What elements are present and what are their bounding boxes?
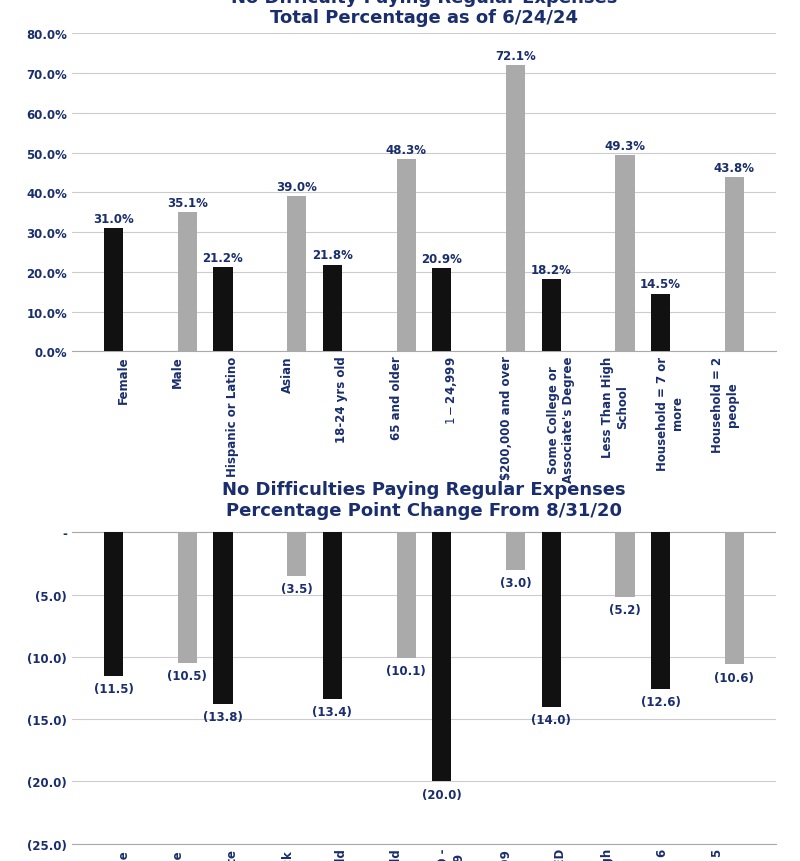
Text: 21.8%: 21.8%	[312, 249, 353, 262]
Text: 72.1%: 72.1%	[495, 50, 536, 63]
Text: (3.5): (3.5)	[281, 582, 313, 596]
Bar	[615, 533, 634, 598]
Text: 35.1%: 35.1%	[167, 196, 208, 209]
Bar	[214, 268, 233, 352]
Bar	[397, 160, 416, 352]
Text: 31.0%: 31.0%	[93, 213, 134, 226]
Text: (13.4): (13.4)	[313, 706, 352, 719]
Bar	[432, 269, 451, 352]
Bar	[615, 156, 634, 352]
Bar	[651, 294, 670, 352]
Bar	[104, 229, 123, 352]
Text: (5.2): (5.2)	[609, 604, 641, 616]
Text: (12.6): (12.6)	[641, 696, 681, 709]
Bar	[506, 65, 525, 352]
Text: 21.2%: 21.2%	[202, 251, 243, 264]
Bar	[542, 280, 561, 352]
Text: (13.8): (13.8)	[203, 710, 243, 723]
Title: No Difficulties Paying Regular Expenses
Percentage Point Change From 8/31/20: No Difficulties Paying Regular Expenses …	[222, 480, 626, 519]
Bar	[432, 533, 451, 782]
Bar	[725, 533, 744, 665]
Text: (10.5): (10.5)	[167, 670, 207, 683]
Bar	[287, 533, 306, 576]
Bar	[725, 178, 744, 352]
Text: 43.8%: 43.8%	[714, 162, 755, 175]
Bar	[178, 213, 197, 352]
Bar	[287, 197, 306, 352]
Text: (10.1): (10.1)	[386, 665, 426, 678]
Text: (20.0): (20.0)	[422, 788, 462, 801]
Text: (10.6): (10.6)	[714, 671, 754, 684]
Text: (11.5): (11.5)	[94, 682, 134, 695]
Text: 49.3%: 49.3%	[605, 140, 646, 153]
Text: 14.5%: 14.5%	[640, 278, 681, 291]
Bar	[542, 533, 561, 707]
Title: No Difficulty Paying Regular Expenses
Total Percentage as of 6/24/24: No Difficulty Paying Regular Expenses To…	[231, 0, 617, 28]
Bar	[397, 533, 416, 659]
Bar	[651, 533, 670, 690]
Bar	[323, 533, 342, 699]
Text: 18.2%: 18.2%	[530, 263, 572, 276]
Bar	[178, 533, 197, 663]
Bar	[214, 533, 233, 704]
Bar	[506, 533, 525, 570]
Bar	[104, 533, 123, 676]
Text: (3.0): (3.0)	[500, 576, 531, 589]
Text: 39.0%: 39.0%	[276, 181, 318, 194]
Text: 20.9%: 20.9%	[422, 253, 462, 266]
Text: (14.0): (14.0)	[531, 713, 571, 726]
Text: 48.3%: 48.3%	[386, 144, 426, 157]
Bar	[323, 265, 342, 352]
